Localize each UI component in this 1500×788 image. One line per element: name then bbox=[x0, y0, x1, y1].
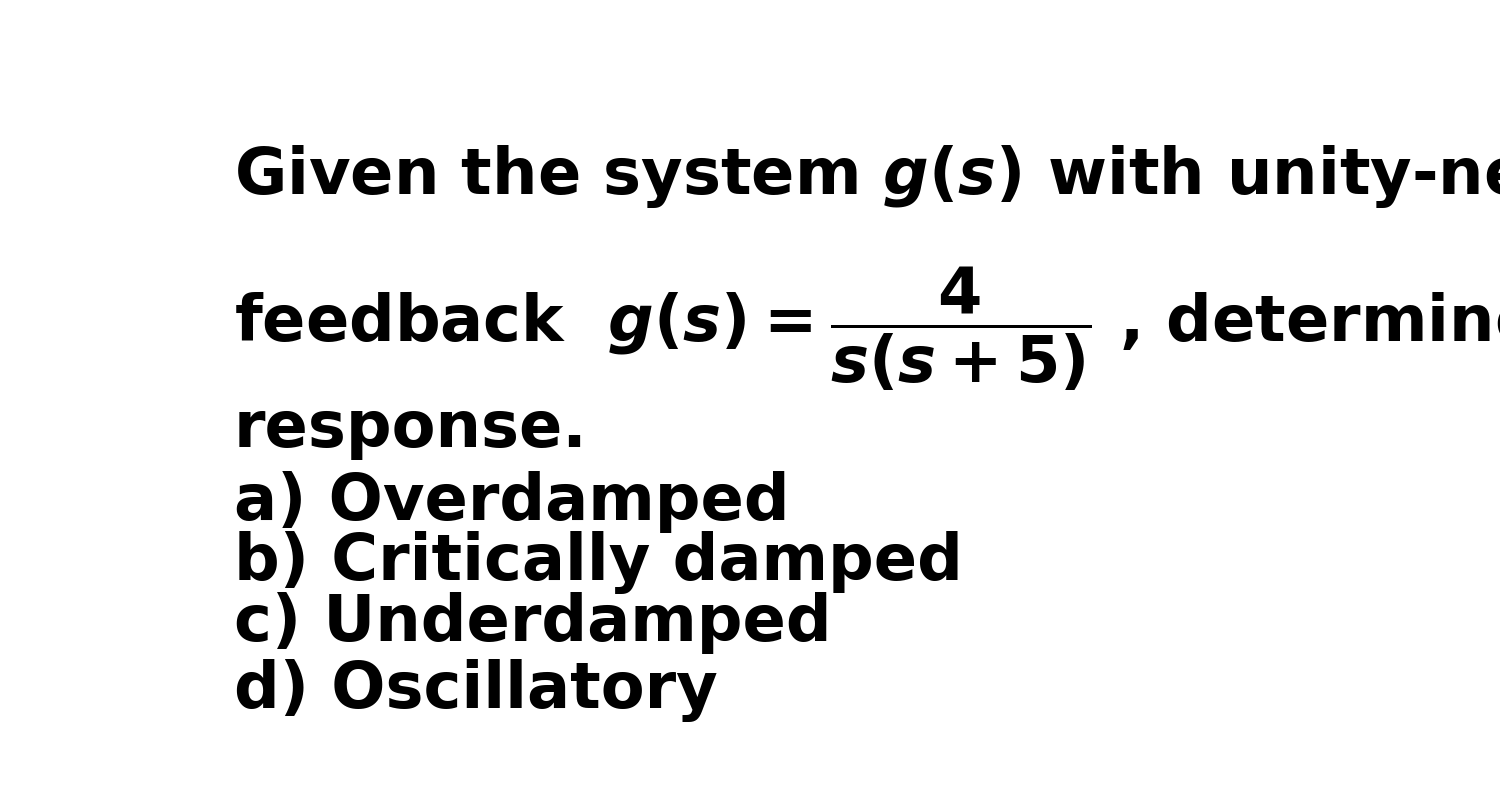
Text: response.: response. bbox=[234, 398, 588, 460]
Text: Given the system $g(s)$ with unity-negative: Given the system $g(s)$ with unity-negat… bbox=[234, 143, 1500, 210]
Text: d) Oscillatory: d) Oscillatory bbox=[234, 659, 717, 722]
Text: feedback  $g(s) = \dfrac{4}{s(s+5)}$ , determine the step: feedback $g(s) = \dfrac{4}{s(s+5)}$ , de… bbox=[234, 265, 1500, 393]
Text: c) Underdamped: c) Underdamped bbox=[234, 592, 831, 654]
Text: a) Overdamped: a) Overdamped bbox=[234, 470, 789, 533]
Text: b) Critically damped: b) Critically damped bbox=[234, 531, 963, 594]
